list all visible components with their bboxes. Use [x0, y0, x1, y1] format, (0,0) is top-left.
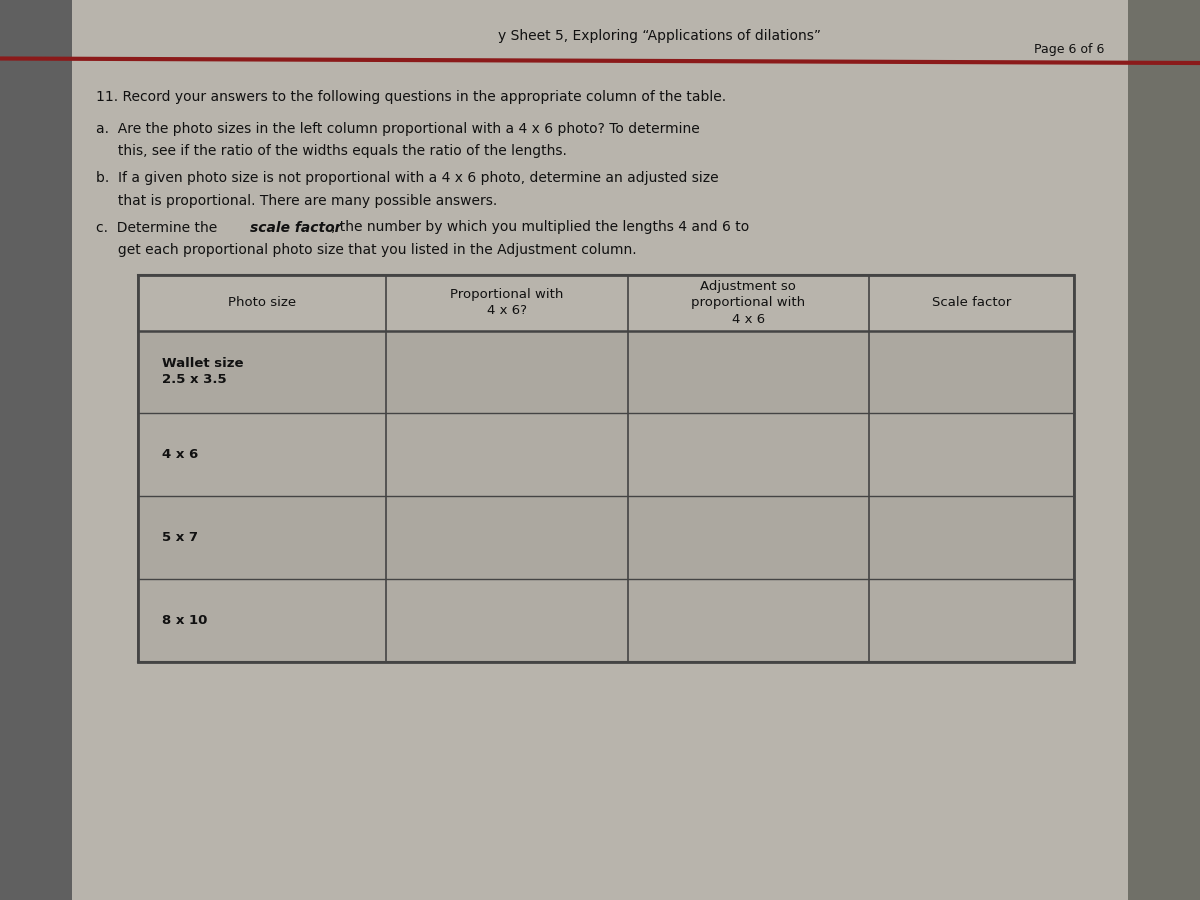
Text: c.  Determine the: c. Determine the	[96, 220, 222, 235]
Bar	[138, 274, 1074, 662]
Text: this, see if the ratio of the widths equals the ratio of the lengths.: this, see if the ratio of the widths equ…	[96, 144, 566, 158]
Text: Scale factor: Scale factor	[932, 296, 1012, 309]
Bar	[0, 0, 72, 900]
Text: Page 6 of 6: Page 6 of 6	[1033, 43, 1104, 56]
Text: get each proportional photo size that you listed in the Adjustment column.: get each proportional photo size that yo…	[96, 243, 637, 257]
Text: Proportional with
4 x 6?: Proportional with 4 x 6?	[450, 288, 564, 318]
Bar	[138, 579, 1074, 662]
Text: Adjustment so
proportional with
4 x 6: Adjustment so proportional with 4 x 6	[691, 280, 805, 326]
Bar	[138, 274, 1074, 662]
Text: b.  If a given photo size is not proportional with a 4 x 6 photo, determine an a: b. If a given photo size is not proporti…	[96, 171, 719, 185]
Text: Wallet size
2.5 x 3.5: Wallet size 2.5 x 3.5	[162, 357, 244, 386]
Bar	[138, 330, 1074, 413]
Text: a.  Are the photo sizes in the left column proportional with a 4 x 6 photo? To d: a. Are the photo sizes in the left colum…	[96, 122, 700, 136]
Text: 5 x 7: 5 x 7	[162, 531, 198, 544]
Bar	[138, 413, 1074, 496]
Text: 4 x 6: 4 x 6	[162, 448, 198, 461]
Bar	[1128, 0, 1200, 900]
Text: 8 x 10: 8 x 10	[162, 614, 208, 626]
Text: , the number by which you multiplied the lengths 4 and 6 to: , the number by which you multiplied the…	[331, 220, 750, 235]
Text: y Sheet 5, Exploring “Applications of dilations”: y Sheet 5, Exploring “Applications of di…	[498, 29, 822, 43]
Text: Photo size: Photo size	[228, 296, 296, 309]
Text: 11. Record your answers to the following questions in the appropriate column of : 11. Record your answers to the following…	[96, 90, 726, 104]
Bar	[138, 274, 1074, 330]
Bar	[138, 496, 1074, 579]
Text: scale factor: scale factor	[250, 220, 341, 235]
Text: that is proportional. There are many possible answers.: that is proportional. There are many pos…	[96, 194, 497, 208]
